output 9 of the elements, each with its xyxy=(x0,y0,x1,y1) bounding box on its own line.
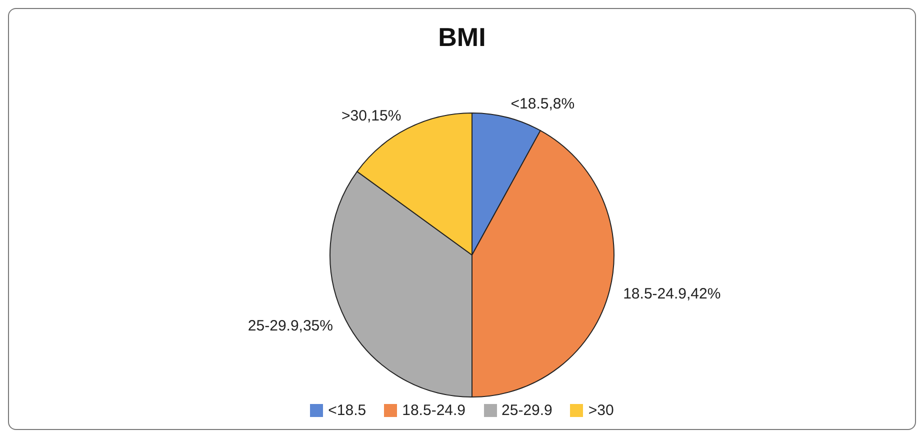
legend-label: >30 xyxy=(588,402,614,419)
data-label: <18.5,8% xyxy=(510,95,575,112)
data-label: 18.5-24.9,42% xyxy=(623,285,721,302)
legend-label: 18.5-24.9 xyxy=(402,402,466,419)
data-label: >30,15% xyxy=(342,108,402,125)
legend-label: 25-29.9 xyxy=(502,402,552,419)
data-label: 25-29.9,35% xyxy=(248,317,334,334)
legend-label: <18.5 xyxy=(328,402,366,419)
chart-title: BMI xyxy=(438,22,486,52)
